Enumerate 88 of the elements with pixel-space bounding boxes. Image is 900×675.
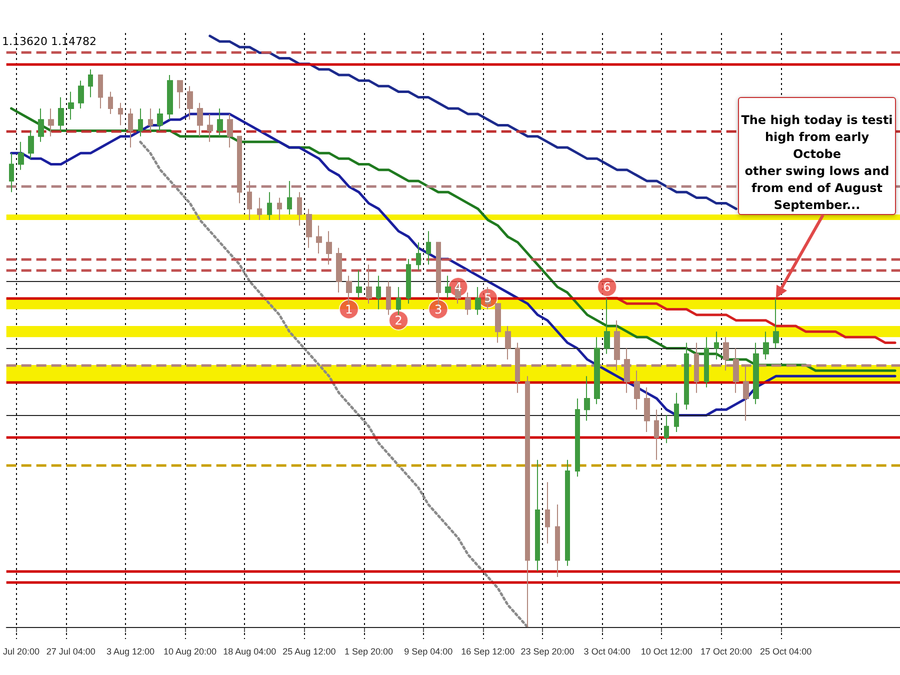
candlestick: [396, 286, 401, 316]
candlestick: [555, 504, 560, 578]
candlestick: [545, 482, 550, 544]
candlestick: [68, 91, 74, 120]
candlestick: [306, 208, 312, 248]
candlestick: [714, 331, 719, 360]
candlestick: [277, 197, 282, 221]
x-tick-label: Jul 20:00: [2, 646, 40, 656]
x-tick-label: 23 Sep 20:00: [520, 646, 574, 656]
candlestick: [9, 152, 14, 193]
annotation: 6: [603, 280, 611, 294]
candlestick: [505, 325, 511, 360]
candlestick: [257, 197, 262, 221]
candlestick: [644, 386, 650, 432]
candlestick: [207, 114, 213, 142]
candlestick: [157, 108, 163, 132]
candlestick: [88, 68, 93, 98]
candlestick: [584, 376, 590, 422]
candlestick: [376, 275, 381, 310]
candlestick: [217, 108, 223, 137]
candlestick: [763, 331, 769, 360]
x-tick-label: 1 Sep 20:00: [344, 646, 394, 656]
annotation: 3: [434, 302, 442, 316]
annotation: 1: [345, 302, 353, 316]
x-tick-label: 27 Jul 04:00: [46, 646, 96, 656]
x-tick-label: 17 Oct 20:00: [700, 646, 752, 656]
candlestick: [684, 342, 689, 410]
x-tick-label: 16 Sep 12:00: [461, 646, 515, 656]
x-tick-label: 18 Aug 04:00: [223, 646, 276, 656]
annotation: 2: [394, 313, 402, 328]
candlestick: [98, 74, 103, 109]
candlestick: [128, 108, 133, 148]
candlestick: [227, 114, 233, 148]
candlestick: [28, 130, 34, 160]
candlestick: [773, 298, 779, 349]
callout-box: The high today is testi high from early Octobe other swing lows and from end of August September...: [738, 97, 896, 215]
candlestick: [336, 247, 342, 294]
candlestick: [674, 392, 679, 432]
candlestick: [267, 192, 272, 221]
x-tick-label: 9 Sep 04:00: [404, 646, 453, 656]
candlestick: [197, 102, 203, 137]
candlestick: [475, 286, 481, 316]
candlestick: [535, 459, 540, 572]
x-tick-label: 25 Oct 04:00: [760, 646, 812, 656]
candlestick: [177, 80, 183, 109]
candlestick: [297, 192, 302, 226]
candlestick: [416, 242, 421, 271]
candlestick: [604, 298, 610, 354]
candlestick: [187, 86, 193, 120]
x-tick-label: 3 Aug 12:00: [106, 646, 154, 656]
candlestick: [18, 141, 24, 170]
candlestick: [565, 459, 570, 566]
candlestick: [426, 230, 431, 266]
x-tick-label: 25 Aug 12:00: [282, 646, 336, 656]
candlestick: [108, 91, 113, 115]
candlestick: [346, 275, 352, 304]
candlestick: [704, 336, 709, 388]
candlestick: [366, 264, 372, 304]
candlestick: [118, 102, 123, 126]
x-tick-label: 10 Aug 20:00: [164, 646, 217, 656]
candlestick: [445, 275, 451, 299]
candlestick: [48, 108, 54, 137]
candlestick: [78, 80, 84, 109]
annotation: 5: [484, 291, 492, 306]
candlestick: [664, 414, 669, 444]
x-tick-label: 3 Oct 04:00: [584, 646, 630, 656]
candlestick: [148, 108, 153, 132]
text: 1.13620 1.14782: [2, 35, 96, 48]
candlestick: [634, 370, 640, 410]
candlestick: [594, 336, 600, 405]
annotation: 4: [454, 280, 462, 294]
x-tick-label: 10 Oct 12:00: [640, 646, 692, 656]
candlestick: [356, 270, 362, 299]
candlestick: [138, 108, 143, 137]
candlestick: [287, 180, 292, 215]
candlestick: [38, 108, 44, 142]
candlestick: [386, 280, 391, 316]
candlestick: [753, 342, 759, 405]
candlestick: [167, 74, 173, 120]
candlestick: [326, 230, 332, 266]
candlestick: [654, 409, 659, 460]
candlestick: [406, 258, 411, 304]
candlestick: [465, 292, 471, 316]
candlestick: [495, 303, 501, 344]
candlestick: [316, 225, 322, 254]
candlestick: [575, 398, 580, 478]
candlestick: [525, 376, 530, 628]
candlestick: [58, 96, 64, 132]
